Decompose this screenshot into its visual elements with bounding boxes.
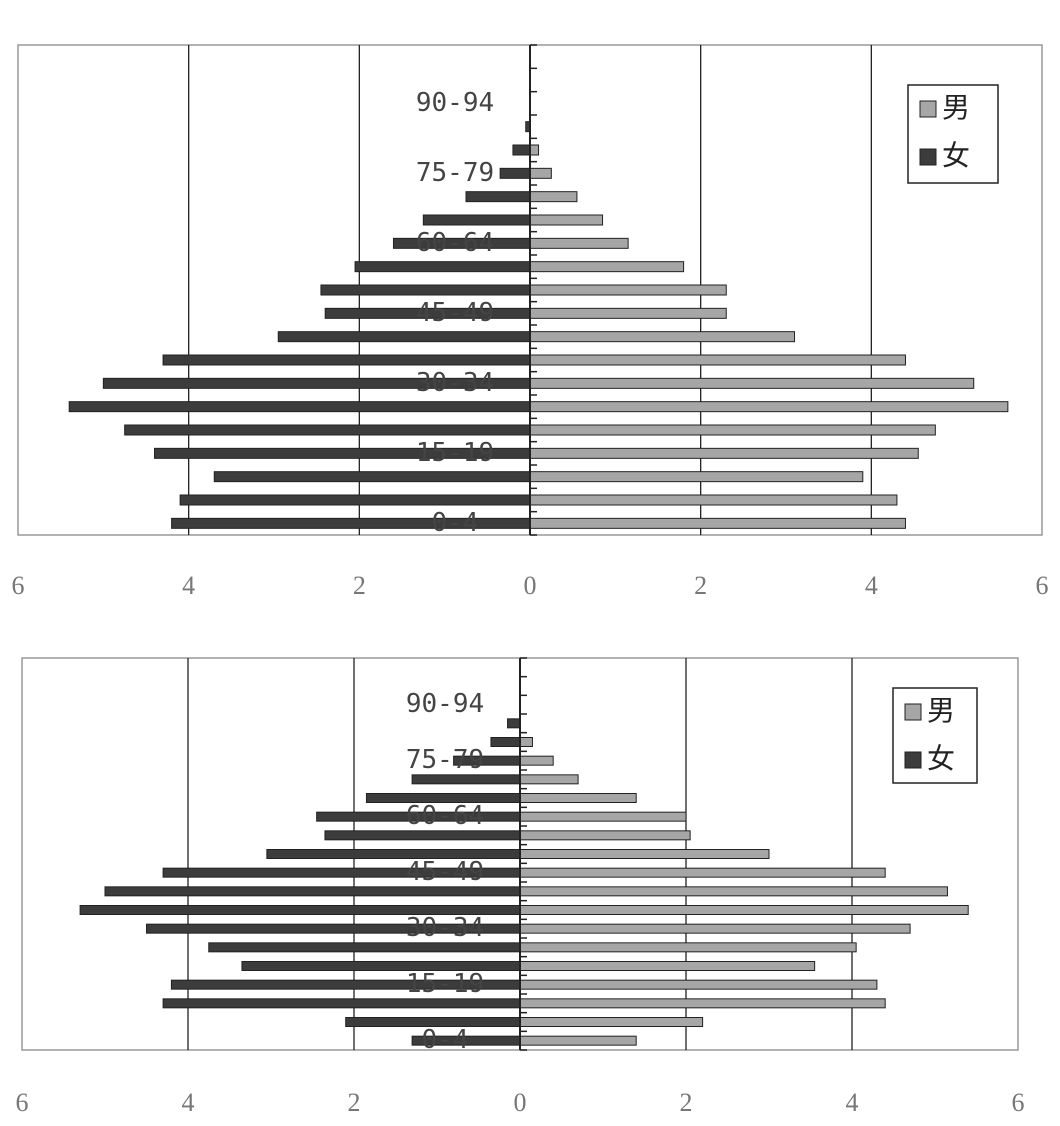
age-label: 75-79 (416, 158, 494, 188)
age-label: 0-4 (432, 508, 479, 538)
age-label: 15-19 (416, 438, 494, 468)
bar (519, 1017, 704, 1027)
bar (519, 998, 886, 1009)
bar (519, 886, 948, 897)
legend-swatch (919, 100, 937, 118)
bar (529, 261, 685, 273)
legend-label: 女 (942, 139, 970, 172)
legend-swatch (919, 148, 937, 166)
bar (529, 354, 906, 366)
legend-label: 男 (942, 91, 970, 124)
bar (519, 961, 816, 971)
age-label: 60-64 (406, 801, 484, 831)
bar (519, 830, 691, 841)
bar (529, 471, 864, 483)
x-tick-label: 2 (680, 1088, 693, 1117)
bar (422, 214, 531, 226)
x-tick-label: 4 (182, 1088, 195, 1117)
x-tick-label: 0 (514, 1088, 527, 1117)
x-tick-label: 4 (865, 571, 878, 600)
legend-swatch (904, 751, 922, 769)
bar (529, 191, 578, 203)
bar (529, 284, 727, 296)
bar (529, 424, 936, 436)
bar (162, 354, 531, 366)
bar (529, 517, 906, 529)
bar (124, 424, 531, 436)
bar (277, 331, 531, 343)
bar (519, 923, 911, 934)
bar (529, 447, 919, 459)
bar (529, 494, 898, 506)
bar (68, 401, 531, 413)
bar (529, 331, 796, 343)
x-tick-label: 6 (1036, 571, 1049, 600)
bar (529, 144, 540, 156)
bar (411, 774, 521, 785)
x-tick-label: 6 (16, 1088, 29, 1117)
bar (529, 237, 629, 249)
x-tick-label: 4 (182, 571, 195, 600)
x-tick-label: 4 (846, 1088, 859, 1117)
bar (104, 886, 521, 897)
age-label: 0-4 (422, 1025, 469, 1055)
bar (324, 830, 521, 841)
bar (519, 774, 579, 785)
legend-swatch (904, 703, 922, 721)
bar (519, 811, 687, 822)
bar (519, 793, 637, 803)
legend-label: 女 (927, 742, 955, 775)
bar (490, 737, 521, 747)
bar (529, 167, 552, 179)
x-tick-label: 6 (1012, 1088, 1025, 1117)
age-label: 15-19 (406, 969, 484, 999)
bar (519, 905, 969, 915)
bar (465, 191, 531, 203)
bar (512, 144, 531, 156)
bar (213, 471, 531, 483)
age-label: 60-64 (416, 228, 494, 258)
age-label: 90-94 (416, 88, 494, 118)
bar (354, 261, 531, 273)
age-label: 45-49 (406, 857, 484, 887)
x-tick-label: 0 (524, 571, 537, 600)
bar (519, 755, 554, 766)
bar (507, 718, 521, 729)
x-tick-label: 2 (694, 571, 707, 600)
bar (519, 1035, 637, 1046)
bar (320, 284, 531, 296)
bar (519, 867, 886, 878)
bar (529, 307, 727, 319)
age-label: 30-34 (406, 913, 484, 943)
age-label: 75-79 (406, 745, 484, 775)
bar (519, 849, 770, 859)
x-tick-label: 6 (12, 571, 25, 600)
x-tick-label: 2 (353, 571, 366, 600)
bar (499, 167, 531, 179)
bar (162, 998, 521, 1009)
bar (529, 214, 604, 226)
bar (519, 942, 857, 953)
bar (519, 737, 533, 747)
bar (529, 401, 1009, 413)
bar (208, 942, 521, 953)
bar (519, 979, 878, 990)
age-label: 90-94 (406, 689, 484, 719)
bar (529, 377, 975, 389)
age-label: 45-49 (416, 298, 494, 328)
age-label: 30-34 (416, 368, 494, 398)
bar (179, 494, 531, 506)
x-tick-label: 2 (348, 1088, 361, 1117)
legend-label: 男 (927, 694, 955, 727)
